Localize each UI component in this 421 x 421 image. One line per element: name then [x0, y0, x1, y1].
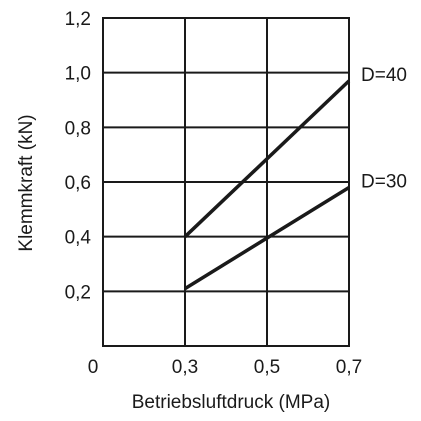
- y-tick-label: 1,0: [65, 64, 91, 85]
- x-tick-label: 0,7: [336, 357, 362, 378]
- label-layer: 0,2 0,4 0,6 0,8 1,0 1,2 0 0,3 0,5 0,7 D=40 D=30: [65, 9, 407, 378]
- series-line: [184, 186, 350, 291]
- plot-frame: [102, 17, 350, 347]
- series-label: D=30: [361, 171, 407, 192]
- series-label: D=40: [361, 65, 407, 86]
- series-line: [183, 79, 351, 238]
- frame-layer: [102, 17, 350, 347]
- y-tick-label: 1,2: [65, 9, 91, 30]
- y-tick-label: 0,6: [65, 173, 91, 194]
- y-tick-label: 0,2: [65, 282, 91, 303]
- series-layer: [183, 79, 351, 291]
- y-axis-title: Klemmkraft (kN): [16, 114, 37, 251]
- x-tick-label: 0,3: [172, 357, 198, 378]
- x-tick-label-origin: 0: [88, 357, 99, 378]
- x-tick-label: 0,5: [254, 357, 280, 378]
- y-tick-label: 0,8: [65, 118, 91, 139]
- y-tick-label: 0,4: [65, 228, 92, 249]
- x-axis-title: Betriebsluftdruck (MPa): [132, 392, 331, 413]
- grid-layer: [103, 17, 350, 346]
